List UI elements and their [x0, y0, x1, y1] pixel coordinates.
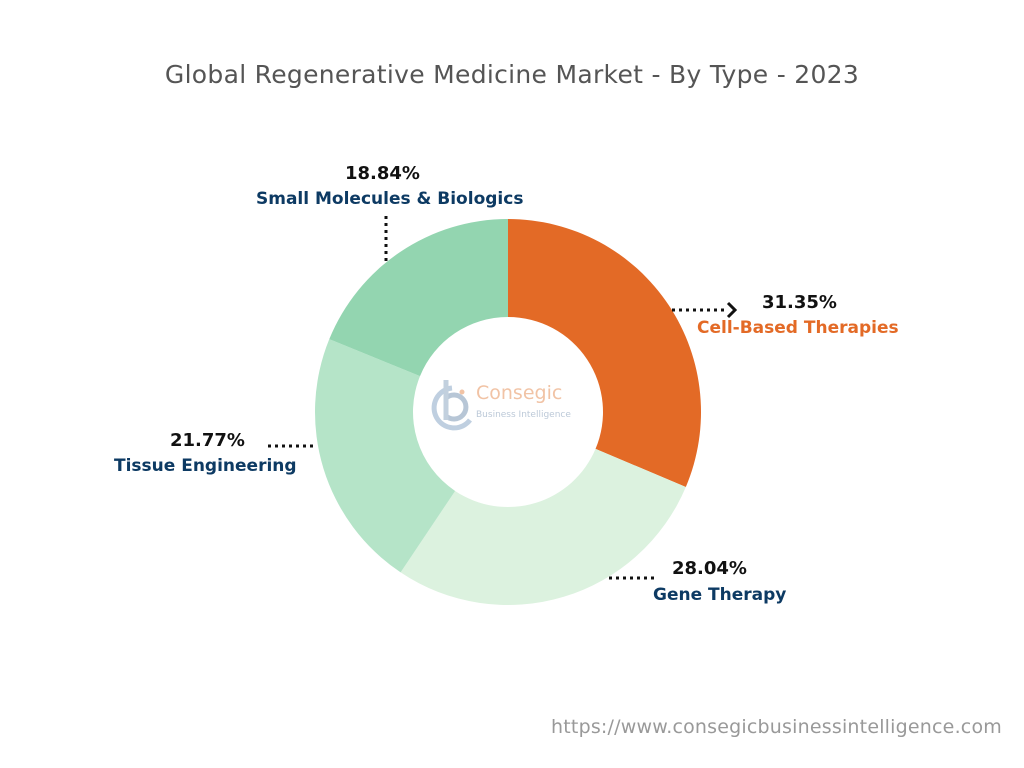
slice-gene-therapy [400, 448, 686, 605]
footer-url[interactable]: https://www.consegicbusinessintelligence… [551, 716, 1002, 738]
data-label-tissue-pct: 21.77% [170, 430, 245, 451]
arrow-head-icon [726, 301, 738, 319]
leader-lines [268, 216, 738, 580]
data-label-cell-based: Cell-Based Therapies [697, 318, 899, 338]
data-label-tissue: Tissue Engineering [114, 456, 297, 476]
logo-icon [431, 380, 472, 431]
chart-title: Global Regenerative Medicine Market - By… [164, 60, 860, 89]
slice-small-molecules-biologics [329, 219, 508, 377]
slice-cell-based-therapies [508, 219, 702, 487]
data-label-gene-therapy-pct: 28.04% [672, 558, 747, 579]
data-label-small-molecules: Small Molecules & Biologics [256, 189, 524, 209]
data-label-cell-based-pct: 31.35% [762, 292, 837, 313]
slice-tissue-engineering [315, 339, 456, 573]
logo-tagline: Business Intelligence [476, 410, 571, 420]
logo-name: Consegic [476, 382, 563, 404]
data-label-small-molecules-pct: 18.84% [345, 163, 420, 184]
data-label-gene-therapy: Gene Therapy [653, 585, 787, 605]
